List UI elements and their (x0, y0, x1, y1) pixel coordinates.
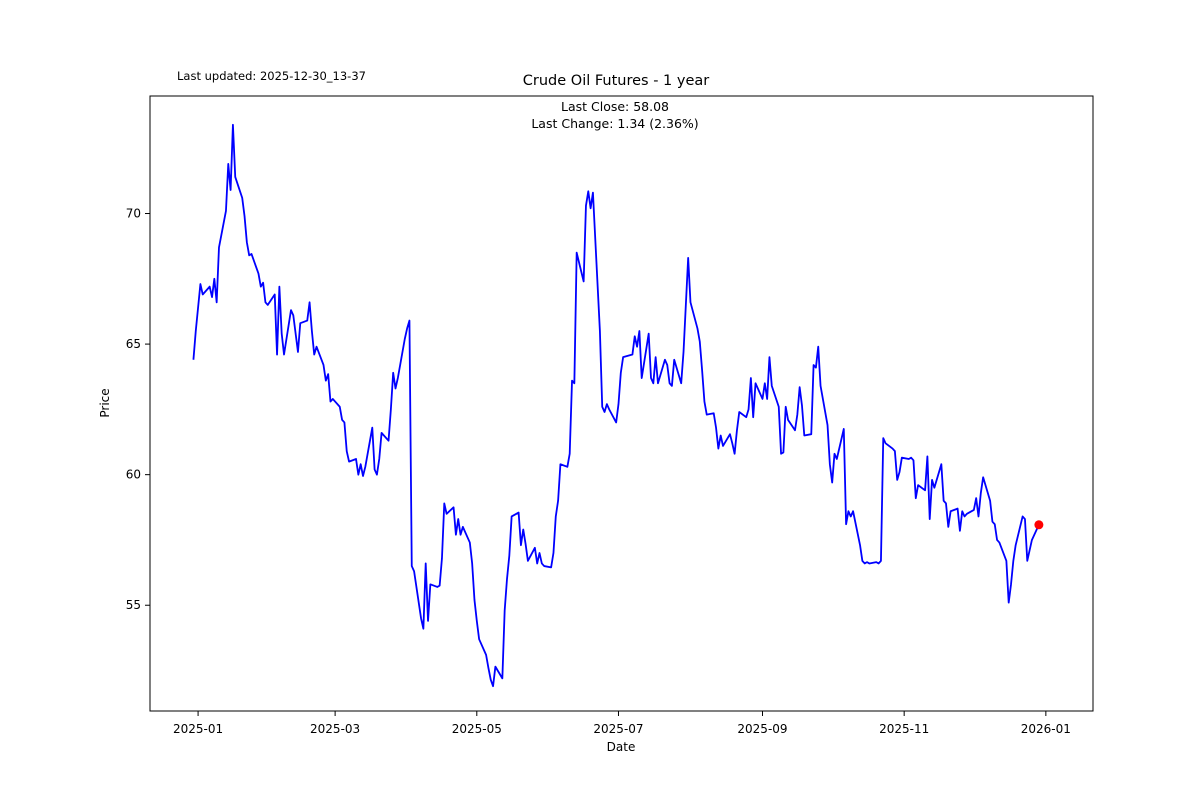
y-axis-label: Price (98, 388, 112, 417)
y-tick-label: 60 (126, 468, 141, 482)
chart-title: Crude Oil Futures - 1 year (522, 73, 710, 89)
x-tick-label: 2025-03 (310, 722, 360, 736)
x-tick-label: 2025-09 (737, 722, 787, 736)
last-updated-annotation: Last updated: 2025-12-30_13-37 (177, 69, 366, 83)
last-change-annotation: Last Change: 1.34 (2.36%) (531, 116, 699, 131)
x-tick-label: 2025-07 (593, 722, 643, 736)
axis-ticks: 2025-01 2025-03 2025-05 2025-07 2025-09 2025-… (126, 207, 1071, 736)
price-line (192, 123, 1040, 688)
y-tick-label: 70 (126, 207, 141, 221)
x-tick-label: 2025-11 (879, 722, 929, 736)
y-tick-label: 55 (126, 598, 141, 612)
x-axis-label: Date (607, 740, 636, 754)
plot-frame (149, 95, 1094, 712)
x-tick-label: 2025-05 (452, 722, 502, 736)
y-tick-label: 65 (126, 337, 141, 351)
price-line-series (192, 123, 1044, 688)
last-close-annotation: Last Close: 58.08 (560, 99, 670, 114)
last-price-marker (1034, 520, 1044, 530)
x-tick-label: 2025-01 (173, 722, 223, 736)
x-tick-label: 2026-01 (1021, 722, 1071, 736)
